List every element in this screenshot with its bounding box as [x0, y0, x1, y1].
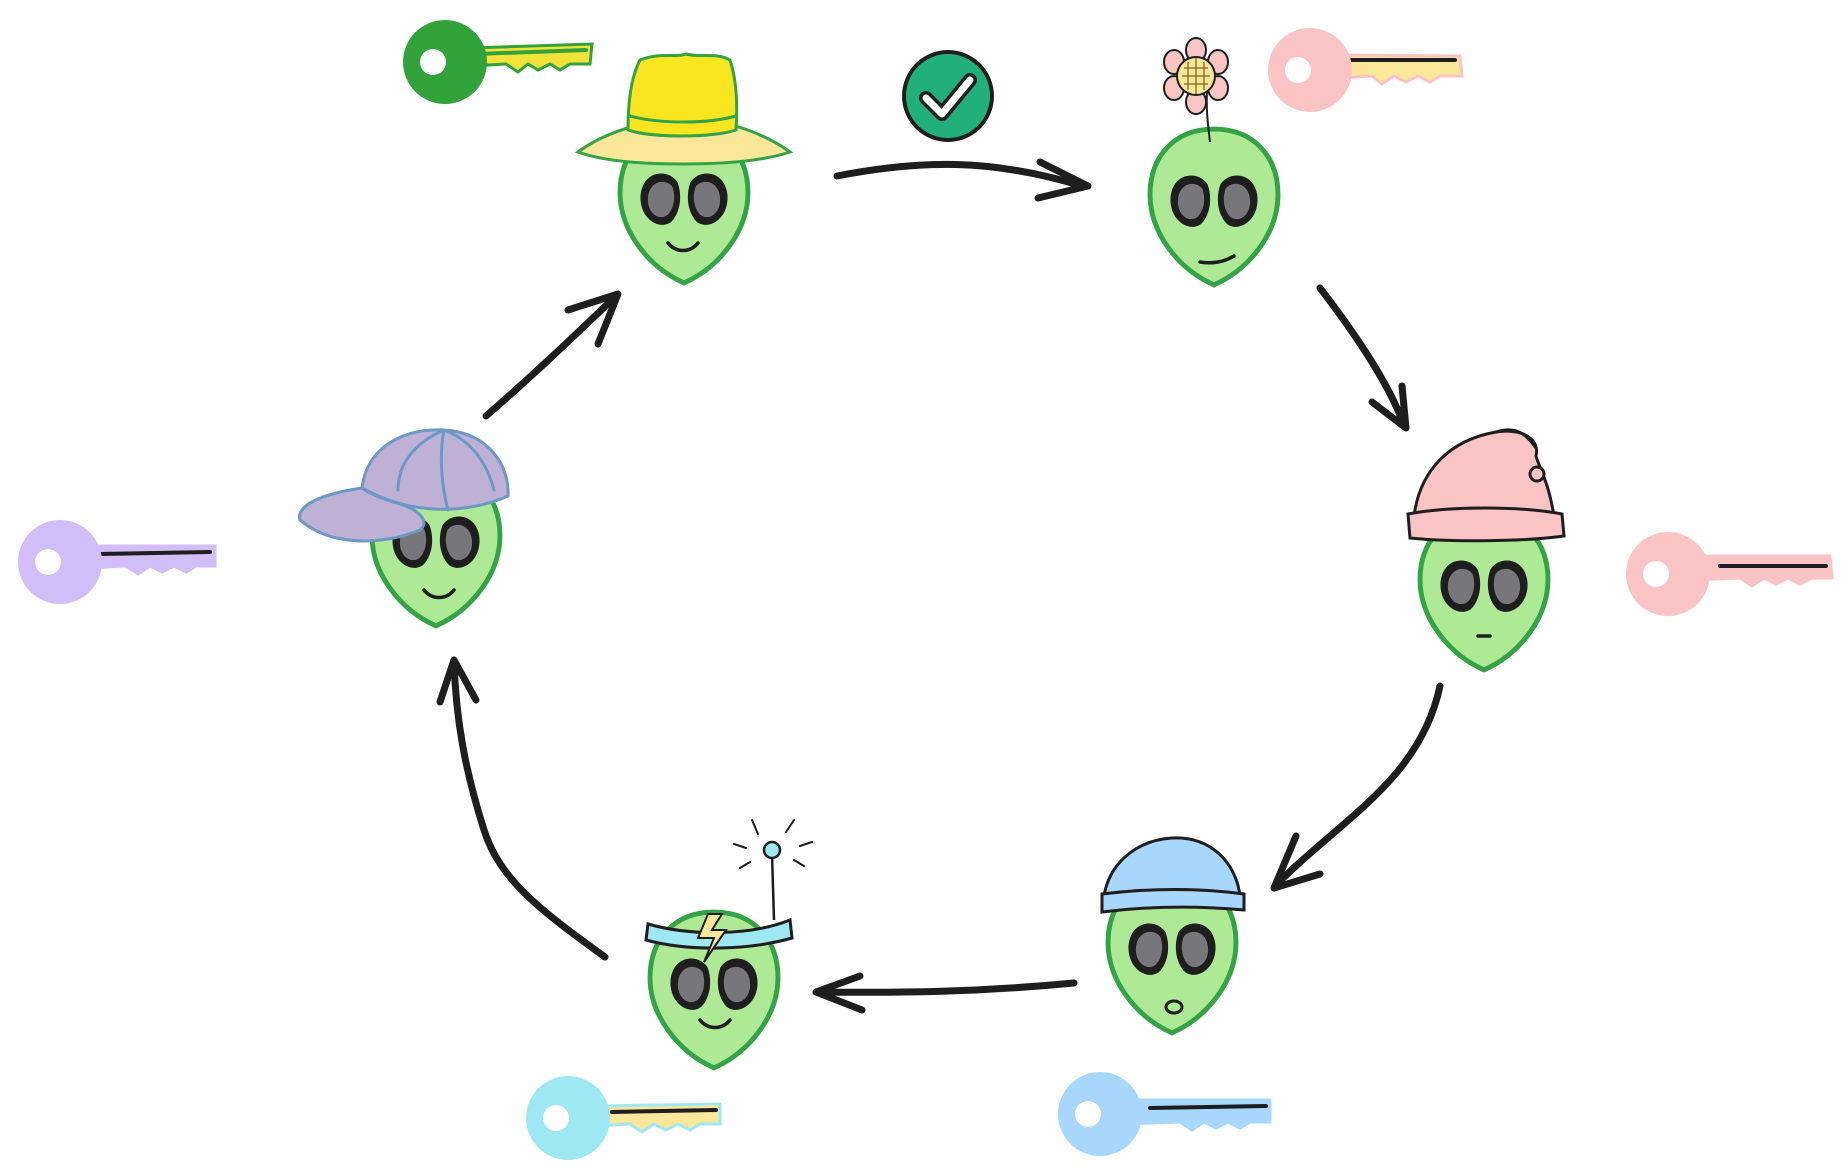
key-pink-1 — [1268, 28, 1464, 112]
yellow-fedora-hat — [574, 52, 794, 166]
node-blue-beanie-alien — [1100, 836, 1246, 1033]
smile-mouth — [698, 1018, 732, 1030]
node-flower-alien — [1150, 37, 1278, 285]
node-yellow-fedora-alien — [574, 52, 794, 283]
node-pink-nightcap-alien — [1406, 428, 1566, 670]
surprised-mouth — [1164, 999, 1184, 1015]
key-pink-2 — [1626, 532, 1834, 616]
edge-nightcap-to-beanie — [1270, 682, 1444, 892]
check-circle-icon — [902, 50, 994, 142]
edge-antenna-to-cap — [436, 656, 609, 961]
key-green-yellow — [403, 20, 594, 104]
key-cyan-yellow — [526, 1076, 722, 1160]
smile-mouth — [666, 241, 700, 253]
node-purple-cap-alien — [298, 428, 510, 626]
key-blue — [1058, 1072, 1272, 1156]
sunflower-hat — [1163, 37, 1229, 143]
blue-beanie-hat — [1100, 836, 1246, 914]
node-antenna-alien — [644, 819, 813, 1068]
edge-flower-to-nightcap — [1316, 284, 1410, 432]
edge-beanie-to-antenna — [812, 972, 1078, 1014]
key-purple — [18, 520, 217, 604]
antenna-headband-hat — [644, 819, 813, 963]
smile-mouth — [422, 588, 456, 600]
pink-nightcap-hat — [1406, 428, 1566, 543]
edge-fedora-to-flower — [833, 158, 1092, 202]
smirk-mouth — [1198, 254, 1236, 265]
purple-cap-hat — [298, 428, 510, 543]
edge-cap-to-fedora — [482, 290, 622, 420]
